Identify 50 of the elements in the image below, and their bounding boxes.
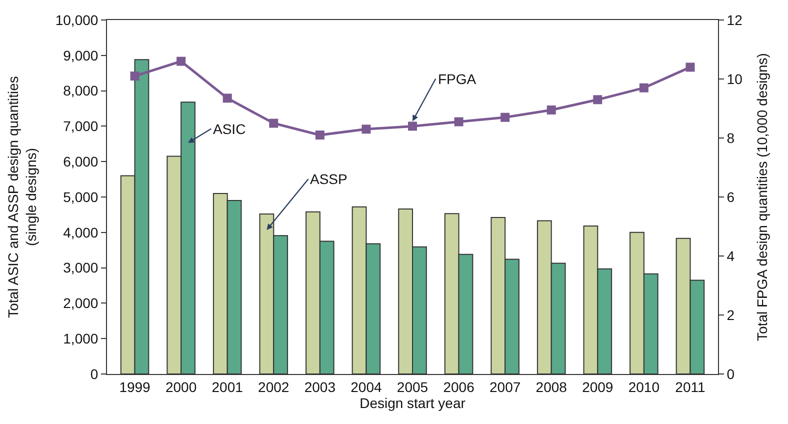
point (222, 94, 232, 103)
y-tick-label: 6,000 (63, 154, 98, 170)
x-tick-label: 2003 (304, 378, 336, 395)
x-tick-label: 2004 (350, 378, 382, 395)
y-tick-label: 10,000 (55, 12, 98, 28)
x-tick-label: 2009 (582, 378, 614, 395)
y-tick-label: 4,000 (63, 224, 98, 240)
x-axis-title: Design start year (360, 395, 466, 412)
x-tick-label: 2007 (490, 378, 521, 395)
point (639, 83, 648, 92)
series-label: ASIC (213, 121, 246, 137)
y-tick-label: 3,000 (63, 260, 98, 276)
y-tick-label: 9,000 (63, 47, 98, 64)
y2-tick-label: 0 (726, 366, 735, 382)
point (686, 62, 695, 72)
x-tick-label: 2005 (396, 378, 428, 395)
y-tick-label: 2,000 (63, 295, 98, 312)
series-label: ASSP (310, 171, 348, 187)
y-axis-title: Total ASIC and ASSP design quantities (single designs) (4, 76, 39, 318)
y2-tick-label: 12 (726, 12, 743, 28)
x-tick-label: 2002 (258, 378, 290, 395)
y-tick-label: 1,000 (63, 330, 98, 346)
point (454, 117, 464, 126)
point (130, 72, 140, 81)
y2-tick-label: 8 (726, 130, 735, 146)
y2-tick-label: 2 (726, 306, 735, 323)
point (408, 122, 417, 131)
x-tick-label: 2011 (675, 378, 706, 395)
point (269, 118, 278, 128)
y-tick-label: 0 (90, 366, 98, 382)
x-tick-label: 2008 (536, 378, 568, 395)
point (315, 130, 324, 140)
x-tick-label: 1999 (119, 378, 151, 395)
point (546, 105, 556, 114)
point (176, 56, 186, 66)
y2-tick-label: 10 (726, 70, 743, 87)
x-tick-label: 2000 (165, 378, 197, 395)
point (593, 95, 602, 104)
text: FPGA (438, 71, 477, 87)
y2-tick-label: 4 (726, 248, 735, 264)
y-tick-label: 7,000 (63, 118, 98, 134)
y-tick-label: 8,000 (63, 82, 98, 99)
y-tick-label: 5,000 (63, 188, 98, 205)
x-tick-label: 2006 (443, 378, 475, 395)
point (362, 124, 371, 134)
y2-axis-title: Total FPGA design quantities (10,000 designs) (754, 53, 770, 341)
x-tick-label: 2010 (628, 378, 660, 395)
x-tick-label: 2001 (212, 378, 244, 395)
point (500, 112, 510, 122)
y2-tick-label: 6 (726, 188, 735, 205)
